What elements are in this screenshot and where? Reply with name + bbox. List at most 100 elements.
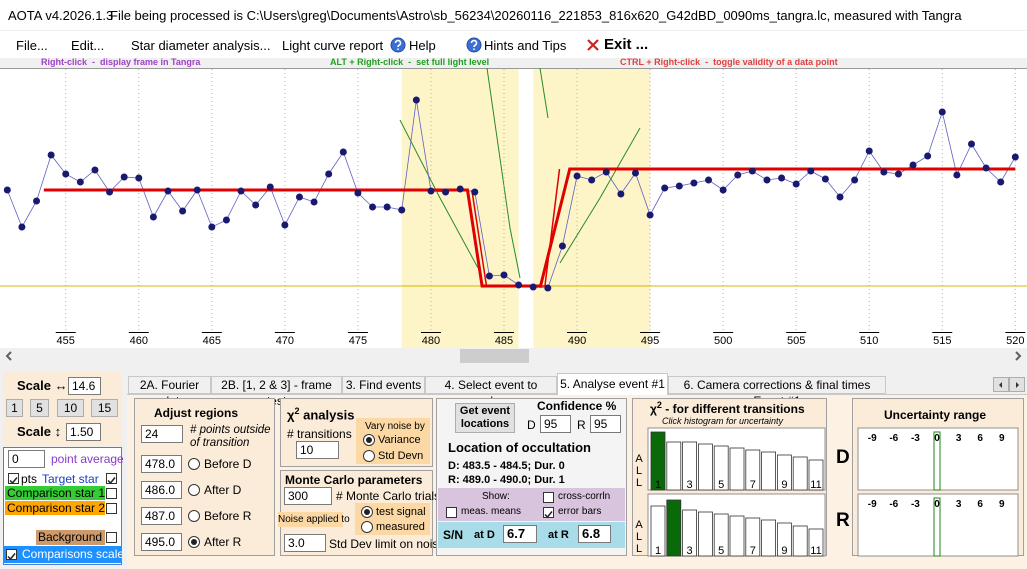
data-point [412,96,420,104]
histogram-bar[interactable] [776,522,792,557]
data-point [836,193,844,201]
scale-button[interactable]: 10 [57,399,84,417]
data-point [602,168,610,176]
region-input[interactable]: 478.0 [141,455,182,473]
radio[interactable] [361,506,373,518]
menu-item[interactable]: Edit... [71,38,105,53]
radio[interactable] [188,536,200,548]
radio[interactable] [188,484,200,496]
histogram-bar[interactable] [776,454,792,491]
histogram-bar[interactable] [808,528,824,557]
histogram-bar[interactable] [650,505,666,557]
bin-label: 9 [781,479,787,491]
tab[interactable]: 6. Camera corrections & final times Even… [668,376,886,408]
histogram-bar[interactable] [713,445,729,491]
tab-selected[interactable]: 5. Analyse event #1 [557,373,668,395]
r-label: R [836,510,850,531]
histogram-bar[interactable] [650,431,666,491]
histogram-bar[interactable] [713,513,729,557]
comparison-2: Comparison star 2 [5,501,106,515]
data-point [880,168,888,176]
radio[interactable] [361,521,373,533]
scale-input[interactable]: 1.50 [66,423,101,441]
tab[interactable]: 4. Select event to analyse [425,376,557,408]
histogram-bar[interactable] [761,519,777,557]
show-panel [438,488,625,521]
data-point [295,193,303,201]
average-select[interactable]: 0 [8,450,45,468]
checkbox[interactable] [8,473,19,485]
x-tick-label: 520 [1006,335,1024,347]
checkbox[interactable] [543,492,554,503]
data-point [3,186,11,194]
histogram-bar[interactable] [682,441,697,491]
get-locations-button[interactable]: Get event locations [455,403,515,433]
scale-input[interactable]: 14.6 [68,377,101,395]
menu-item[interactable]: Hints and Tips [484,38,567,53]
scale-button[interactable]: 15 [91,399,118,417]
label: Show: [482,491,510,502]
histogram-bar[interactable] [729,515,745,557]
menu-item[interactable]: Light curve report [282,38,384,53]
menu-item[interactable]: Help [409,38,436,53]
uncertainty-box [857,493,1019,557]
scroll-thumb[interactable] [460,349,529,363]
data-point [763,176,771,184]
all-label: L [636,477,642,489]
transitions-select[interactable]: 10 [296,441,339,459]
scale-button[interactable]: 5 [30,399,49,417]
scroll-right[interactable] [1013,351,1023,361]
std-select[interactable]: 3.0 [284,534,326,552]
histogram-bar[interactable] [808,459,824,491]
checkbox[interactable] [106,503,117,514]
confidence-input[interactable]: 95 [540,415,571,433]
tab[interactable]: 3. Find events [342,376,425,394]
light-curve-plot[interactable]: 455 460 465 470 475 480 485 490 495 500 505 510 515 5… [0,68,1027,348]
histogram-bar[interactable] [792,525,808,557]
histogram-bar[interactable] [792,456,808,491]
histogram-bar[interactable] [745,517,761,557]
histogram-bar[interactable] [729,447,745,491]
tab[interactable]: 2A. Fourier plot [128,376,211,408]
checkbox[interactable] [6,549,17,561]
tab-scroll[interactable] [993,377,1009,392]
checkbox[interactable] [106,488,117,499]
radio[interactable] [188,510,200,522]
histogram-bar[interactable] [666,499,682,557]
data-point [821,175,829,183]
radio[interactable] [363,450,375,462]
histogram-bar[interactable] [666,441,682,491]
histogram-bar[interactable] [761,451,777,491]
radio[interactable] [188,458,200,470]
scale-button[interactable]: 1 [6,399,23,417]
tab[interactable]: 2B. [1, 2 & 3] - frame test [211,376,342,408]
trials-select[interactable]: 300 [284,487,332,505]
menu-item[interactable]: File... [16,38,48,53]
data-point [485,272,493,280]
region-input[interactable]: 487.0 [141,507,182,525]
histogram-bar[interactable] [682,509,697,557]
histogram-bar[interactable] [745,449,761,491]
data-point [325,170,333,178]
label: R [577,418,586,432]
tab-scroll[interactable] [1009,377,1025,392]
uncertainty-tick: -6 [889,499,898,510]
region-input[interactable]: 486.0 [141,481,182,499]
histogram-bar[interactable] [698,443,713,491]
checkbox[interactable] [543,507,554,519]
menu-item[interactable]: Exit ... [604,36,649,53]
radio[interactable] [363,434,375,446]
region-input[interactable]: 495.0 [141,533,182,551]
checkbox[interactable] [106,473,117,485]
histogram-bar[interactable] [698,511,713,557]
confidence-input[interactable]: 95 [590,415,621,433]
scroll-left[interactable] [4,351,14,361]
checkbox[interactable] [106,532,117,543]
checkbox[interactable] [446,507,457,518]
menu-item[interactable]: Star diameter analysis... [131,38,271,53]
uncertainty-tick: 9 [999,433,1005,444]
label: # Monte Carlo trials [336,489,441,503]
points-select[interactable]: 24 [141,425,183,443]
data-point [76,178,84,186]
